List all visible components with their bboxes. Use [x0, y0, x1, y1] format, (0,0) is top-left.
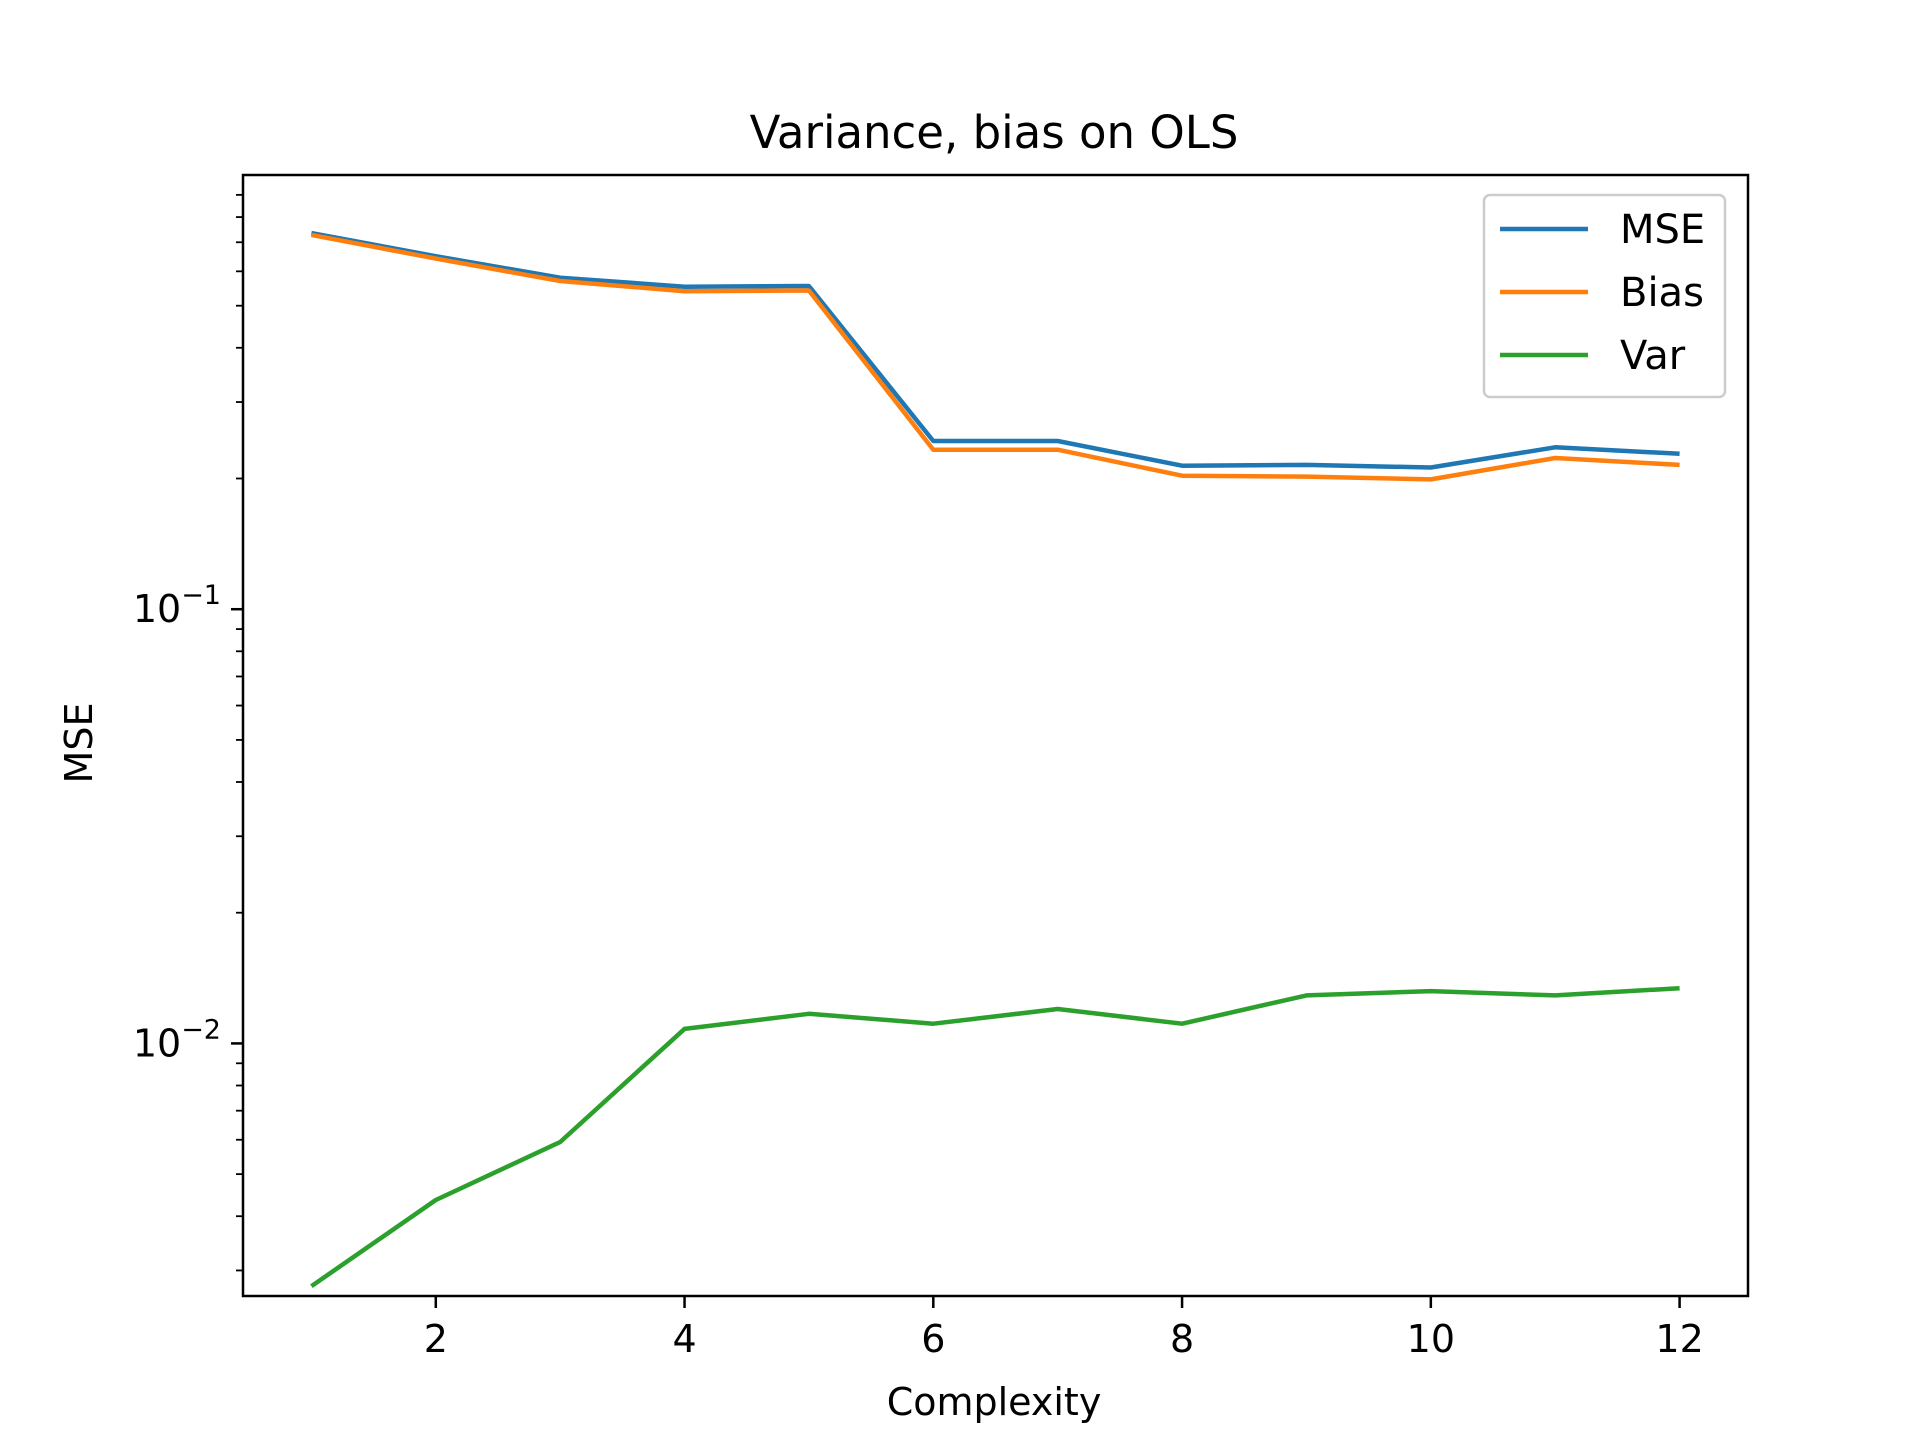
legend-label-mse: MSE [1620, 207, 1705, 253]
x-axis-label: Complexity [887, 1380, 1102, 1424]
x-tick-label: 4 [672, 1317, 696, 1361]
legend-label-var: Var [1620, 333, 1686, 379]
plot-area: 2 4 6 8 10 12 10−1 10−2 [133, 173, 1750, 1361]
x-tick-label: 8 [1170, 1317, 1194, 1361]
plot-frame [241, 173, 1750, 1298]
y-tick-label: 10−1 [133, 580, 221, 631]
x-tick-label: 6 [921, 1317, 945, 1361]
y-axis-label: MSE [57, 703, 101, 784]
series-line-bias [310, 232, 1680, 482]
series-line-var [310, 985, 1680, 1289]
x-tick-label: 2 [424, 1317, 448, 1361]
legend: MSE Bias Var [1482, 193, 1727, 399]
chart-title: Variance, bias on OLS [750, 106, 1239, 159]
x-tick-label: 12 [1655, 1317, 1703, 1361]
y-tick-label: 10−2 [133, 1014, 221, 1065]
legend-box [1482, 193, 1727, 399]
x-tick-label: 10 [1407, 1317, 1455, 1361]
legend-label-bias: Bias [1620, 270, 1704, 316]
series-line-mse [310, 230, 1680, 470]
